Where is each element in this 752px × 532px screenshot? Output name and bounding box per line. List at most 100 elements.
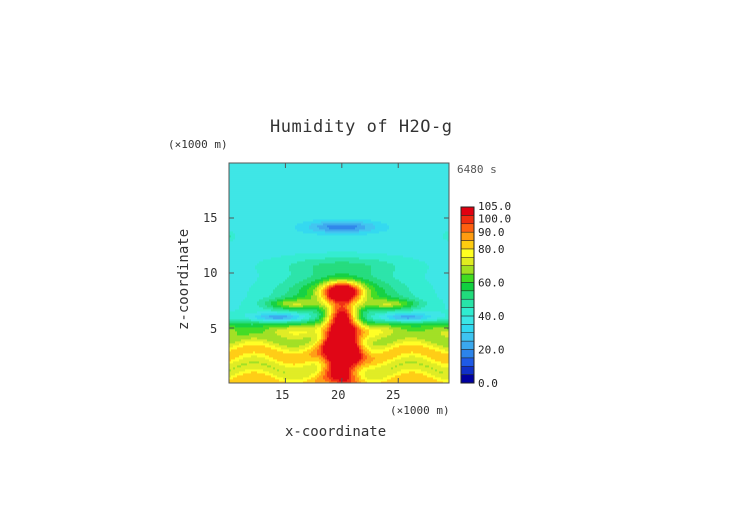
heatmap-cell xyxy=(315,227,318,230)
heatmap-cell xyxy=(237,201,240,204)
heatmap-cell xyxy=(253,197,256,200)
heatmap-cell xyxy=(247,245,250,248)
heatmap-cell xyxy=(287,315,290,318)
heatmap-cell xyxy=(285,217,288,220)
heatmap-cell xyxy=(293,267,296,270)
heatmap-cell xyxy=(287,355,290,358)
heatmap-cell xyxy=(239,347,242,350)
heatmap-cell xyxy=(305,217,308,220)
heatmap-cell xyxy=(261,203,264,206)
heatmap-cell xyxy=(259,323,262,326)
heatmap-cell xyxy=(309,311,312,314)
heatmap-cell xyxy=(293,361,296,364)
heatmap-cell xyxy=(261,197,264,200)
heatmap-cell xyxy=(257,353,260,356)
heatmap-cell xyxy=(267,239,270,242)
heatmap-cell xyxy=(297,277,300,280)
heatmap-cell xyxy=(247,297,250,300)
heatmap-cell xyxy=(267,305,270,308)
heatmap-cell xyxy=(315,173,318,176)
heatmap-cell xyxy=(293,181,296,184)
heatmap-cell xyxy=(291,215,294,218)
heatmap-cell xyxy=(259,365,262,368)
heatmap-cell xyxy=(263,351,266,354)
heatmap-cell xyxy=(291,167,294,170)
heatmap-cell xyxy=(297,335,300,338)
heatmap-cell xyxy=(241,275,244,278)
heatmap-cell xyxy=(231,173,234,176)
heatmap-cell xyxy=(319,365,322,368)
heatmap-cell xyxy=(263,357,266,360)
heatmap-cell xyxy=(249,353,252,356)
heatmap-cell xyxy=(271,345,274,348)
heatmap-cell xyxy=(317,363,320,366)
heatmap-cell xyxy=(297,341,300,344)
heatmap-cell xyxy=(269,299,272,302)
heatmap-cell xyxy=(281,379,284,382)
heatmap-cell xyxy=(257,209,260,212)
heatmap-cell xyxy=(249,379,252,382)
heatmap-cell xyxy=(307,377,310,380)
heatmap-cell xyxy=(317,293,320,296)
heatmap-cell xyxy=(255,269,258,272)
heatmap-cell xyxy=(317,269,320,272)
heatmap-cell xyxy=(257,333,260,336)
heatmap-cell xyxy=(279,341,282,344)
heatmap-cell xyxy=(239,203,242,206)
heatmap-cell xyxy=(259,205,262,208)
heatmap-cell xyxy=(235,259,238,262)
heatmap-cell xyxy=(255,249,258,252)
heatmap-cell xyxy=(317,183,320,186)
heatmap-cell xyxy=(303,337,306,340)
heatmap-cell xyxy=(291,245,294,248)
heatmap-cell xyxy=(249,199,252,202)
heatmap-cell xyxy=(243,271,246,274)
heatmap-cell xyxy=(303,167,306,170)
heatmap-cell xyxy=(263,305,266,308)
heatmap-cell xyxy=(307,285,310,288)
heatmap-cell xyxy=(283,219,286,222)
heatmap-cell xyxy=(251,177,254,180)
heatmap-cell xyxy=(245,237,248,240)
heatmap-cell xyxy=(303,257,306,260)
heatmap-cell xyxy=(251,193,254,196)
heatmap-cell xyxy=(245,343,248,346)
heatmap-cell xyxy=(303,267,306,270)
heatmap-cell xyxy=(301,209,304,212)
heatmap-cell xyxy=(229,353,232,356)
heatmap-cell xyxy=(313,381,316,383)
heatmap-cell xyxy=(263,283,266,286)
heatmap-cell xyxy=(237,267,240,270)
heatmap-cell xyxy=(281,345,284,348)
heatmap-cell xyxy=(279,363,282,366)
heatmap-cell xyxy=(273,321,276,324)
heatmap-cell xyxy=(253,205,256,208)
heatmap-cell xyxy=(277,345,280,348)
heatmap-cell xyxy=(305,277,308,280)
heatmap-cell xyxy=(313,305,316,308)
heatmap-cell xyxy=(315,165,318,168)
heatmap-cell xyxy=(243,261,246,264)
heatmap-cell xyxy=(285,169,288,172)
heatmap-cell xyxy=(315,325,318,328)
heatmap-cell xyxy=(289,177,292,180)
heatmap-cell xyxy=(311,239,314,242)
heatmap-cell xyxy=(301,373,304,376)
heatmap-cell xyxy=(281,185,284,188)
heatmap-cell xyxy=(235,229,238,232)
heatmap-cell xyxy=(261,163,264,166)
heatmap-cell xyxy=(233,167,236,170)
heatmap-cell xyxy=(301,181,304,184)
heatmap-cell xyxy=(311,201,314,204)
heatmap-cell xyxy=(261,335,264,338)
heatmap-cell xyxy=(307,323,310,326)
heatmap-cell xyxy=(305,169,308,172)
heatmap-cell xyxy=(305,263,308,266)
heatmap-cell xyxy=(263,247,266,250)
heatmap-cell xyxy=(289,245,292,248)
heatmap-cell xyxy=(229,175,232,178)
heatmap-cell xyxy=(277,275,280,278)
heatmap-cell xyxy=(249,279,252,282)
heatmap-cell xyxy=(317,263,320,266)
heatmap-cell xyxy=(257,331,260,334)
